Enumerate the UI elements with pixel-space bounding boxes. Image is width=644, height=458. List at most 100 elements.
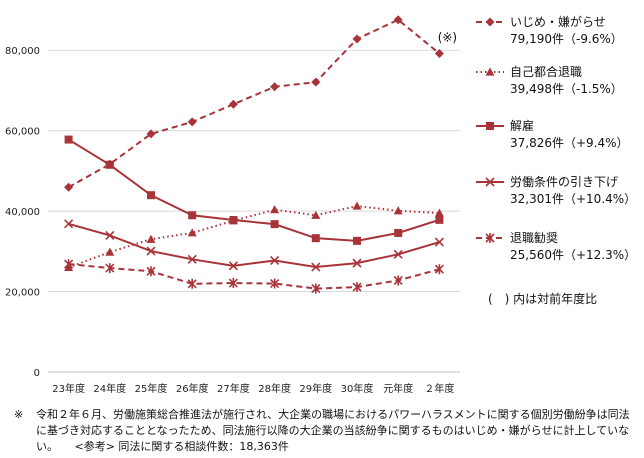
data-point	[146, 266, 156, 277]
data-point	[146, 234, 156, 243]
legend-value: 32,301件（+10.4%）	[510, 192, 636, 206]
data-point	[352, 34, 362, 44]
data-point	[64, 219, 74, 229]
x-tick-label: 元年度	[383, 382, 413, 395]
data-point	[393, 206, 403, 215]
data-point	[270, 278, 280, 289]
axes: 0 20,000 40,000 60,000 80,000 23年度 24年度 25年度 26年…	[5, 46, 460, 395]
data-point	[311, 283, 321, 294]
series-5	[64, 259, 444, 294]
series-1	[64, 15, 444, 192]
data-point	[435, 215, 444, 224]
data-point	[228, 278, 238, 289]
legend-item-5: 退職勧奨 25,560件（+12.3%）	[476, 231, 636, 262]
x-tick-label: 26年度	[176, 382, 209, 395]
data-point	[311, 210, 321, 219]
data-point	[270, 220, 279, 229]
data-point	[270, 205, 280, 214]
data-point	[188, 211, 197, 220]
data-point	[228, 99, 238, 109]
data-point	[187, 228, 197, 237]
series-2	[64, 201, 444, 272]
legend-item-2: 自己都合退職 39,498件（-1.5%）	[476, 64, 623, 96]
data-point	[434, 264, 444, 275]
data-point	[64, 259, 74, 270]
data-point	[64, 182, 74, 192]
y-tick-label: 40,000	[5, 207, 40, 218]
series-line	[68, 18, 441, 189]
legend-value: 25,560件（+12.3%）	[510, 248, 636, 262]
data-point	[311, 77, 321, 87]
legend-marker	[485, 17, 495, 27]
data-point	[64, 135, 73, 144]
data-point	[394, 228, 403, 237]
legend-note: ( ) 内は対前年度比	[488, 292, 598, 306]
legend-value: 39,498件（-1.5%）	[510, 82, 623, 96]
x-tick-label: 27年度	[217, 382, 250, 395]
legend-marker	[485, 67, 495, 76]
data-point	[105, 230, 115, 240]
x-tick-label: ２年度	[424, 382, 454, 395]
data-point	[105, 247, 115, 256]
series-line	[68, 138, 440, 242]
legend-marker	[485, 177, 495, 187]
data-point	[311, 262, 321, 272]
series-line	[68, 263, 440, 290]
footnote-mark: ※	[14, 408, 24, 421]
data-point	[434, 208, 444, 217]
footnote-text: 令和２年６月、労働施策総合推進法が施行され、大企業の職場におけるパワーハラスメン…	[36, 408, 630, 453]
data-point	[353, 236, 361, 245]
legend-label: 解雇	[510, 118, 534, 133]
data-point	[228, 261, 238, 271]
x-tick-label: 29年度	[299, 382, 332, 395]
y-tick-label: 20,000	[5, 288, 40, 299]
data-point	[147, 191, 155, 200]
legend-label: 自己都合退職	[510, 64, 582, 79]
series-3	[64, 135, 444, 245]
legend-value: 37,826件（+9.4%）	[510, 136, 629, 150]
series-4	[64, 219, 444, 272]
y-tick-label: 60,000	[5, 127, 40, 138]
legend: いじめ・嫌がらせ 79,190件（-9.6%） 自己都合退職 39,498件（-1.5…	[476, 14, 636, 262]
data-point	[229, 216, 238, 225]
y-tick-label: 80,000	[5, 46, 40, 57]
x-tick-label: 23年度	[52, 382, 85, 395]
legend-label: 労働条件の引き下げ	[510, 175, 618, 189]
data-point	[352, 282, 362, 293]
legend-label: 退職勧奨	[510, 231, 558, 245]
footnote: ※ 令和２年６月、労働施策総合推進法が施行され、大企業の職場におけるパワーハラス…	[14, 407, 634, 455]
data-point	[187, 117, 197, 127]
data-point	[311, 234, 320, 243]
data-point	[434, 48, 444, 58]
line-chart: 0 20,000 40,000 60,000 80,000 23年度 24年度 25年度 26年…	[5, 14, 636, 395]
legend-value: 79,190件（-9.6%）	[510, 32, 623, 46]
data-point	[105, 263, 115, 274]
chart-annotation: (※)	[438, 30, 457, 44]
series-line	[68, 222, 440, 269]
grid-lines	[48, 49, 460, 293]
legend-marker	[485, 233, 495, 243]
legend-label: いじめ・嫌がらせ	[510, 14, 606, 29]
x-tick-label: 25年度	[135, 382, 168, 395]
legend-item-1: いじめ・嫌がらせ 79,190件（-9.6%）	[476, 14, 623, 46]
data-point	[146, 129, 156, 139]
data-point	[187, 278, 197, 289]
data-point	[146, 246, 156, 256]
legend-item-3: 解雇 37,826件（+9.4%）	[476, 118, 629, 150]
data-point	[187, 254, 197, 264]
data-point	[393, 275, 403, 286]
data-point	[105, 160, 114, 169]
legend-item-4: 労働条件の引き下げ 32,301件（+10.4%）	[476, 175, 636, 206]
data-point	[434, 237, 444, 247]
data-point	[270, 255, 280, 266]
y-tick-label: 0	[34, 368, 40, 379]
data-point	[270, 82, 280, 92]
x-tick-label: 24年度	[93, 382, 126, 395]
data-point	[352, 258, 362, 268]
series-group	[64, 15, 444, 294]
data-point	[352, 201, 362, 210]
legend-marker	[486, 122, 494, 130]
x-tick-label: 30年度	[341, 382, 374, 395]
data-point	[393, 249, 403, 259]
x-tick-label: 28年度	[258, 382, 291, 395]
